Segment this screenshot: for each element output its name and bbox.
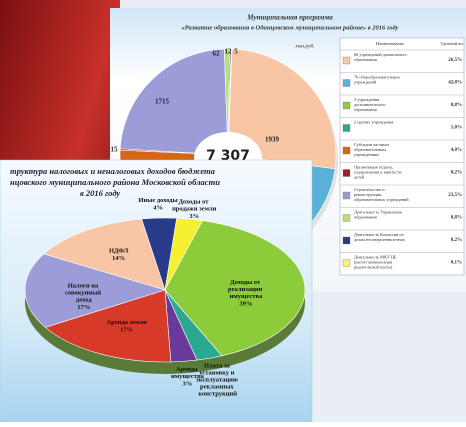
legend-label: Деятельность Управления образования — [354, 209, 403, 219]
pie-slice — [164, 220, 306, 357]
pie-slice — [44, 289, 172, 363]
slice-value: 4% — [153, 205, 163, 212]
slice-label: Аренда земли — [106, 319, 147, 326]
slice-label: 12 — [225, 48, 233, 56]
chart-title: труктура налоговых и неналоговых доходов… — [10, 166, 216, 176]
legend-label: Субсидии частным образовательным учрежде… — [354, 142, 390, 157]
slice-value: 39% — [239, 300, 252, 307]
legend-label: Деятельность Комиссии по делам несоверше… — [354, 232, 406, 242]
chart-title: в 2016 году — [80, 188, 120, 198]
slice-label: Плата за установку и эксплуатацию реклам… — [196, 363, 240, 398]
legend-value: 0,8% — [451, 216, 462, 221]
legend-swatch — [342, 101, 351, 110]
slice-label: 62 — [213, 50, 221, 58]
legend-value: 26,5% — [448, 58, 462, 63]
legend-value: 4,0% — [451, 148, 462, 153]
legend-swatch — [342, 56, 351, 65]
legend-value: 23,5% — [448, 193, 462, 198]
slice-label: Аренда имущества — [171, 367, 204, 381]
slice-label: Налоги на совокупный доход — [65, 283, 103, 304]
slice-value: 17% — [120, 326, 133, 333]
legend-header: Наименование — [376, 41, 404, 46]
legend-swatch — [342, 146, 351, 155]
slice-value: 3% — [189, 213, 199, 220]
slice-label: Доходы от продажи земли — [172, 199, 217, 213]
legend-value: 1,0% — [451, 126, 462, 131]
legend-value: 0,8% — [451, 103, 462, 108]
chart-title: «Развитие образования в Одинцовском муни… — [182, 24, 399, 31]
legend-swatch — [342, 214, 351, 222]
slice-label: 15 — [111, 146, 119, 154]
pie-slice — [227, 48, 337, 170]
legend-swatch — [342, 79, 351, 87]
pie-slice — [227, 48, 233, 156]
legend-swatch — [342, 259, 351, 267]
slice-label: 1939 — [265, 136, 280, 144]
legend-swatch — [342, 236, 351, 245]
legend-label: 66 учреждений дошкольного образования — [354, 52, 408, 62]
slice-value: 3% — [183, 381, 193, 388]
legend-label: 2 прочих учреждения — [354, 119, 393, 124]
pie-slice — [24, 253, 167, 328]
legend-label: Организация отдыха, оздоровления и занят… — [354, 164, 403, 179]
legend-value: 0,2% — [451, 238, 462, 243]
front-chart: труктура налоговых и неналоговых доходов… — [10, 166, 306, 398]
slice-value: 14% — [112, 255, 125, 262]
slice-label: НДФЛ — [109, 248, 129, 255]
slice-label: Иные доходы — [138, 198, 177, 205]
slice-label: Доходы от реализации имущества — [228, 279, 264, 300]
legend-label: 3 учреждения дополнительного образования — [354, 97, 387, 112]
pie-slice — [119, 48, 229, 156]
chart-title: нцовского муниципального района Московск… — [10, 177, 220, 187]
legend-header: Удельный вес — [440, 41, 464, 46]
legend-table — [339, 37, 465, 276]
legend-label: Деятельность МКУ ЦБ (расчёт компенсации … — [354, 254, 398, 269]
legend-value: 0,2% — [451, 171, 462, 176]
legend-label: Строительство и реконструкция образовате… — [354, 187, 409, 202]
slice-label: 1715 — [155, 98, 170, 106]
slice-label: 5 — [234, 48, 238, 56]
unit-label: млн.руб. — [294, 42, 314, 49]
legend-swatch — [342, 191, 351, 200]
chart-title: Муниципальная программа — [246, 14, 333, 22]
legend-swatch — [342, 124, 351, 132]
slice-value: 17% — [77, 304, 90, 311]
legend-value: 0,1% — [451, 261, 462, 266]
legend-label: 70 общеобразовательных учреждений — [354, 74, 401, 84]
legend-swatch — [342, 169, 351, 177]
legend-value: 42,8% — [448, 81, 462, 86]
pie-slice — [43, 218, 166, 291]
